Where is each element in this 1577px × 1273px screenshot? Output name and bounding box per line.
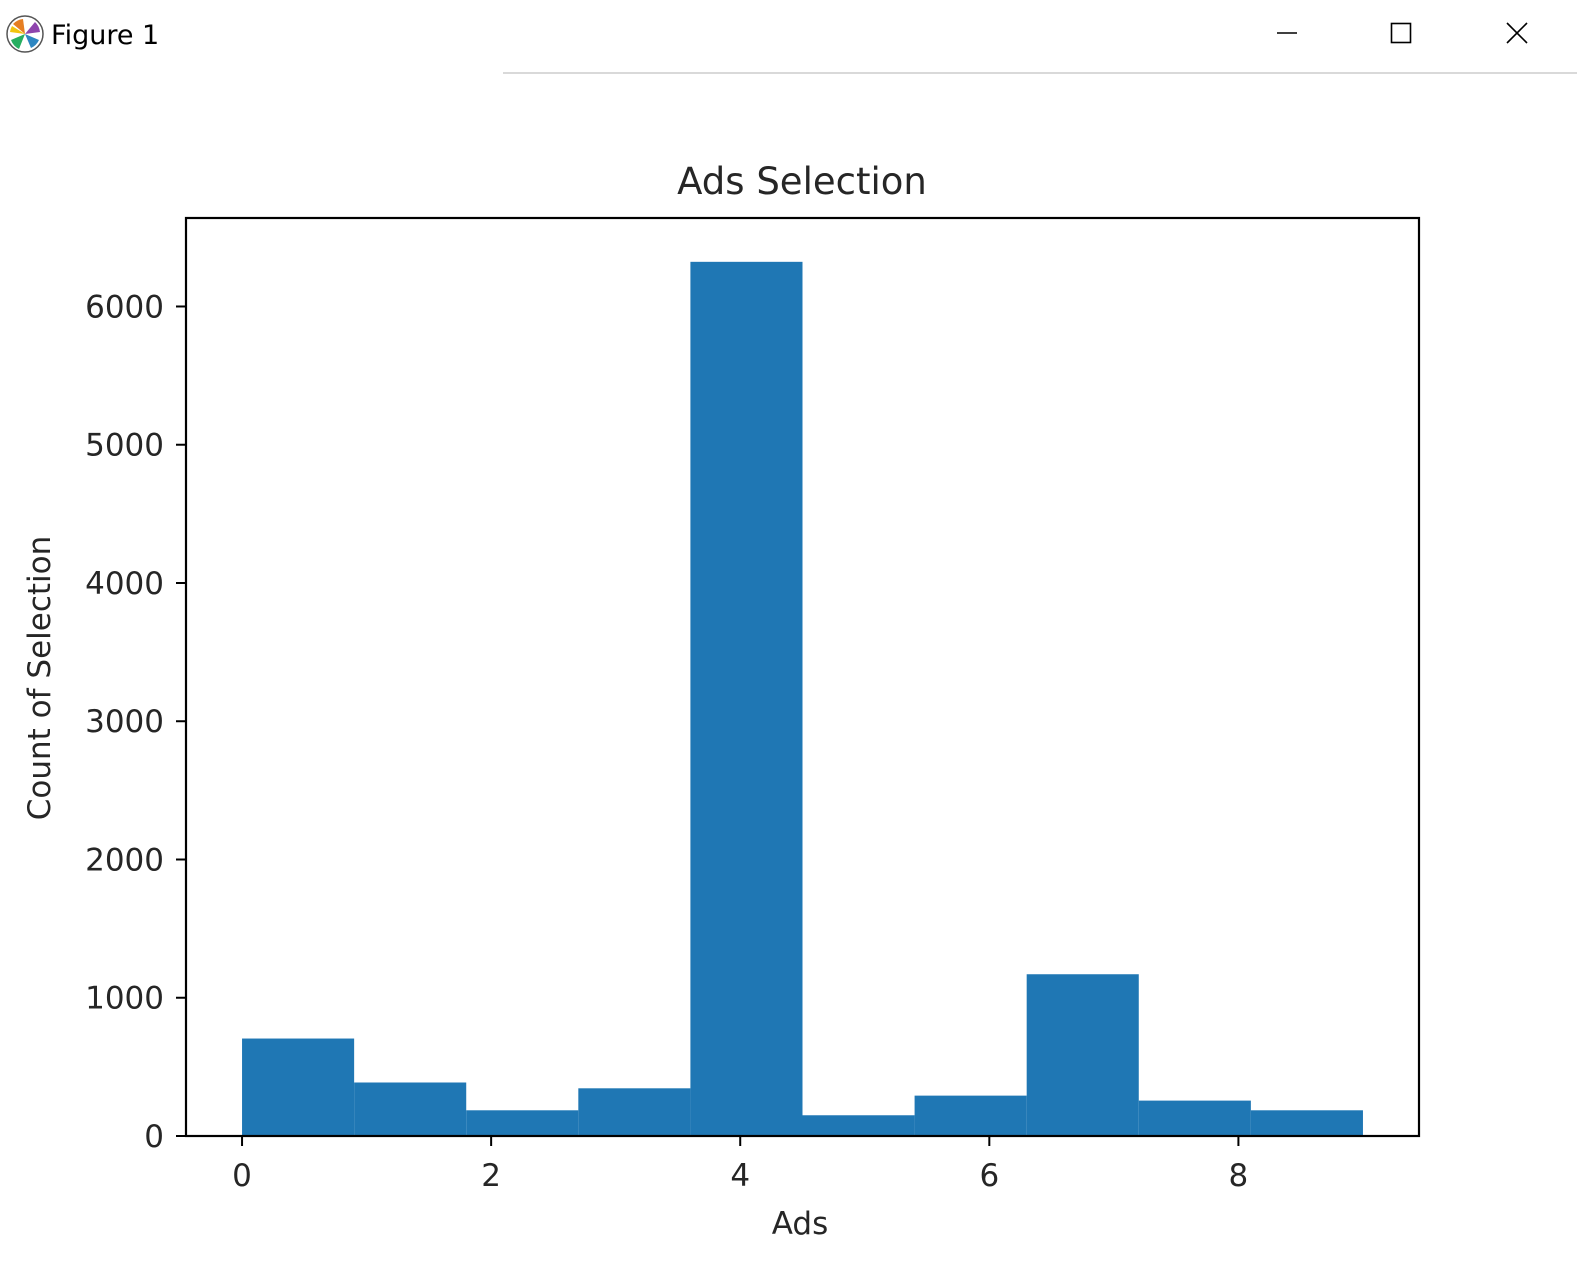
histogram-bar-1 [354, 1082, 467, 1136]
x-tick-label: 0 [232, 1158, 252, 1194]
histogram-bar-9 [1250, 1110, 1363, 1136]
y-tick-label: 2000 [85, 842, 164, 878]
ticks-group: 0 2 4 6 8 0 1000 2000 3000 4000 5000 6000 [85, 289, 1248, 1194]
bars-group [242, 261, 1363, 1137]
y-tick-label: 6000 [85, 289, 164, 325]
x-tick-label: 6 [979, 1158, 999, 1194]
histogram-bar-5 [802, 1115, 915, 1136]
close-icon [1506, 22, 1528, 44]
histogram-bar-0 [242, 1038, 355, 1136]
close-button[interactable] [1462, 0, 1572, 66]
x-axis-label: Ads [772, 1206, 829, 1242]
y-tick-label: 1000 [85, 981, 164, 1017]
title-bar: Figure 1 [0, 0, 1577, 72]
y-axis-label: Count of Selection [22, 536, 58, 821]
toolbar-divider [503, 72, 1577, 74]
maximize-icon [1390, 22, 1412, 44]
x-tick-label: 2 [481, 1158, 501, 1194]
y-tick-label: 5000 [85, 428, 164, 464]
histogram-chart: Ads Selection Ads Count of Selection 0 2 4… [22, 160, 1421, 1242]
histogram-bar-4 [690, 261, 803, 1137]
histogram-bar-3 [578, 1088, 691, 1136]
y-tick-label: 0 [144, 1119, 164, 1155]
histogram-bar-7 [1026, 974, 1139, 1136]
y-tick-label: 3000 [85, 704, 164, 740]
y-tick-label: 4000 [85, 566, 164, 602]
x-tick-label: 4 [730, 1158, 750, 1194]
minimize-icon [1277, 32, 1297, 34]
window-title: Figure 1 [51, 20, 160, 51]
maximize-button[interactable] [1346, 0, 1456, 66]
axes-frame [184, 216, 1421, 1138]
histogram-bar-8 [1138, 1100, 1251, 1136]
histogram-bar-2 [466, 1110, 579, 1136]
x-tick-label: 8 [1229, 1158, 1249, 1194]
chart-title: Ads Selection [677, 160, 927, 203]
matplotlib-icon [6, 15, 44, 53]
minimize-button[interactable] [1232, 0, 1342, 66]
histogram-bar-6 [914, 1095, 1027, 1136]
